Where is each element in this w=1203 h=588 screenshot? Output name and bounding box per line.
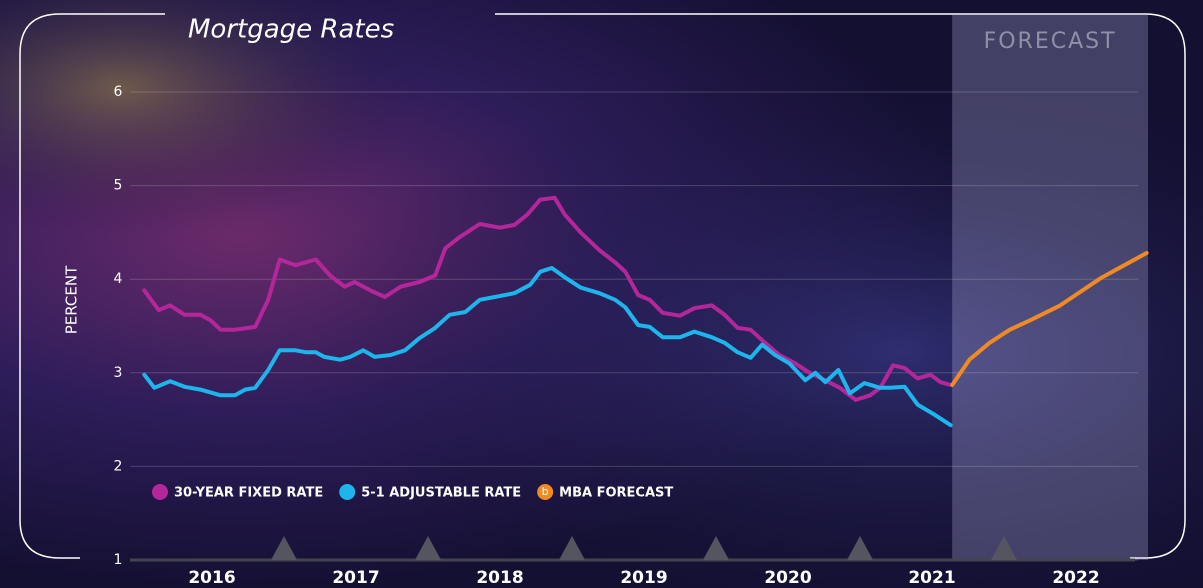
y-tick-label: 6 [114,84,123,100]
legend-marker-label: b [542,485,549,498]
x-tick-label: 2016 [188,568,235,588]
y-tick-label: 2 [114,458,123,474]
forecast-label: FORECAST [984,29,1117,54]
legend-label: 5-1 ADJUSTABLE RATE [361,486,521,501]
chart: Mortgage Rates PERCENT FORECAST 1 2 3 4 5 6 201… [0,0,1203,588]
y-tick-label: 3 [114,365,123,381]
x-tick-label: 2017 [332,568,379,588]
chart-title: Mortgage Rates [188,15,394,45]
y-tick-label: 1 [114,552,123,568]
y-tick-label: 4 [114,271,123,287]
legend-label: 30-YEAR FIXED RATE [174,486,323,501]
page: {"chart_data": { "type": "line", "title"… [0,0,1203,588]
legend-label: MBA FORECAST [559,486,673,501]
legend-marker [152,484,168,500]
x-tick-label: 2018 [476,568,523,588]
y-tick-label: 5 [114,178,123,194]
y-axis-label: PERCENT [63,265,81,334]
x-tick-label: 2019 [620,568,667,588]
x-tick-label: 2020 [764,568,811,588]
x-tick-label: 2022 [1052,568,1099,588]
legend-marker [339,484,355,500]
x-tick-label: 2021 [908,568,955,588]
forecast-region [952,14,1148,560]
